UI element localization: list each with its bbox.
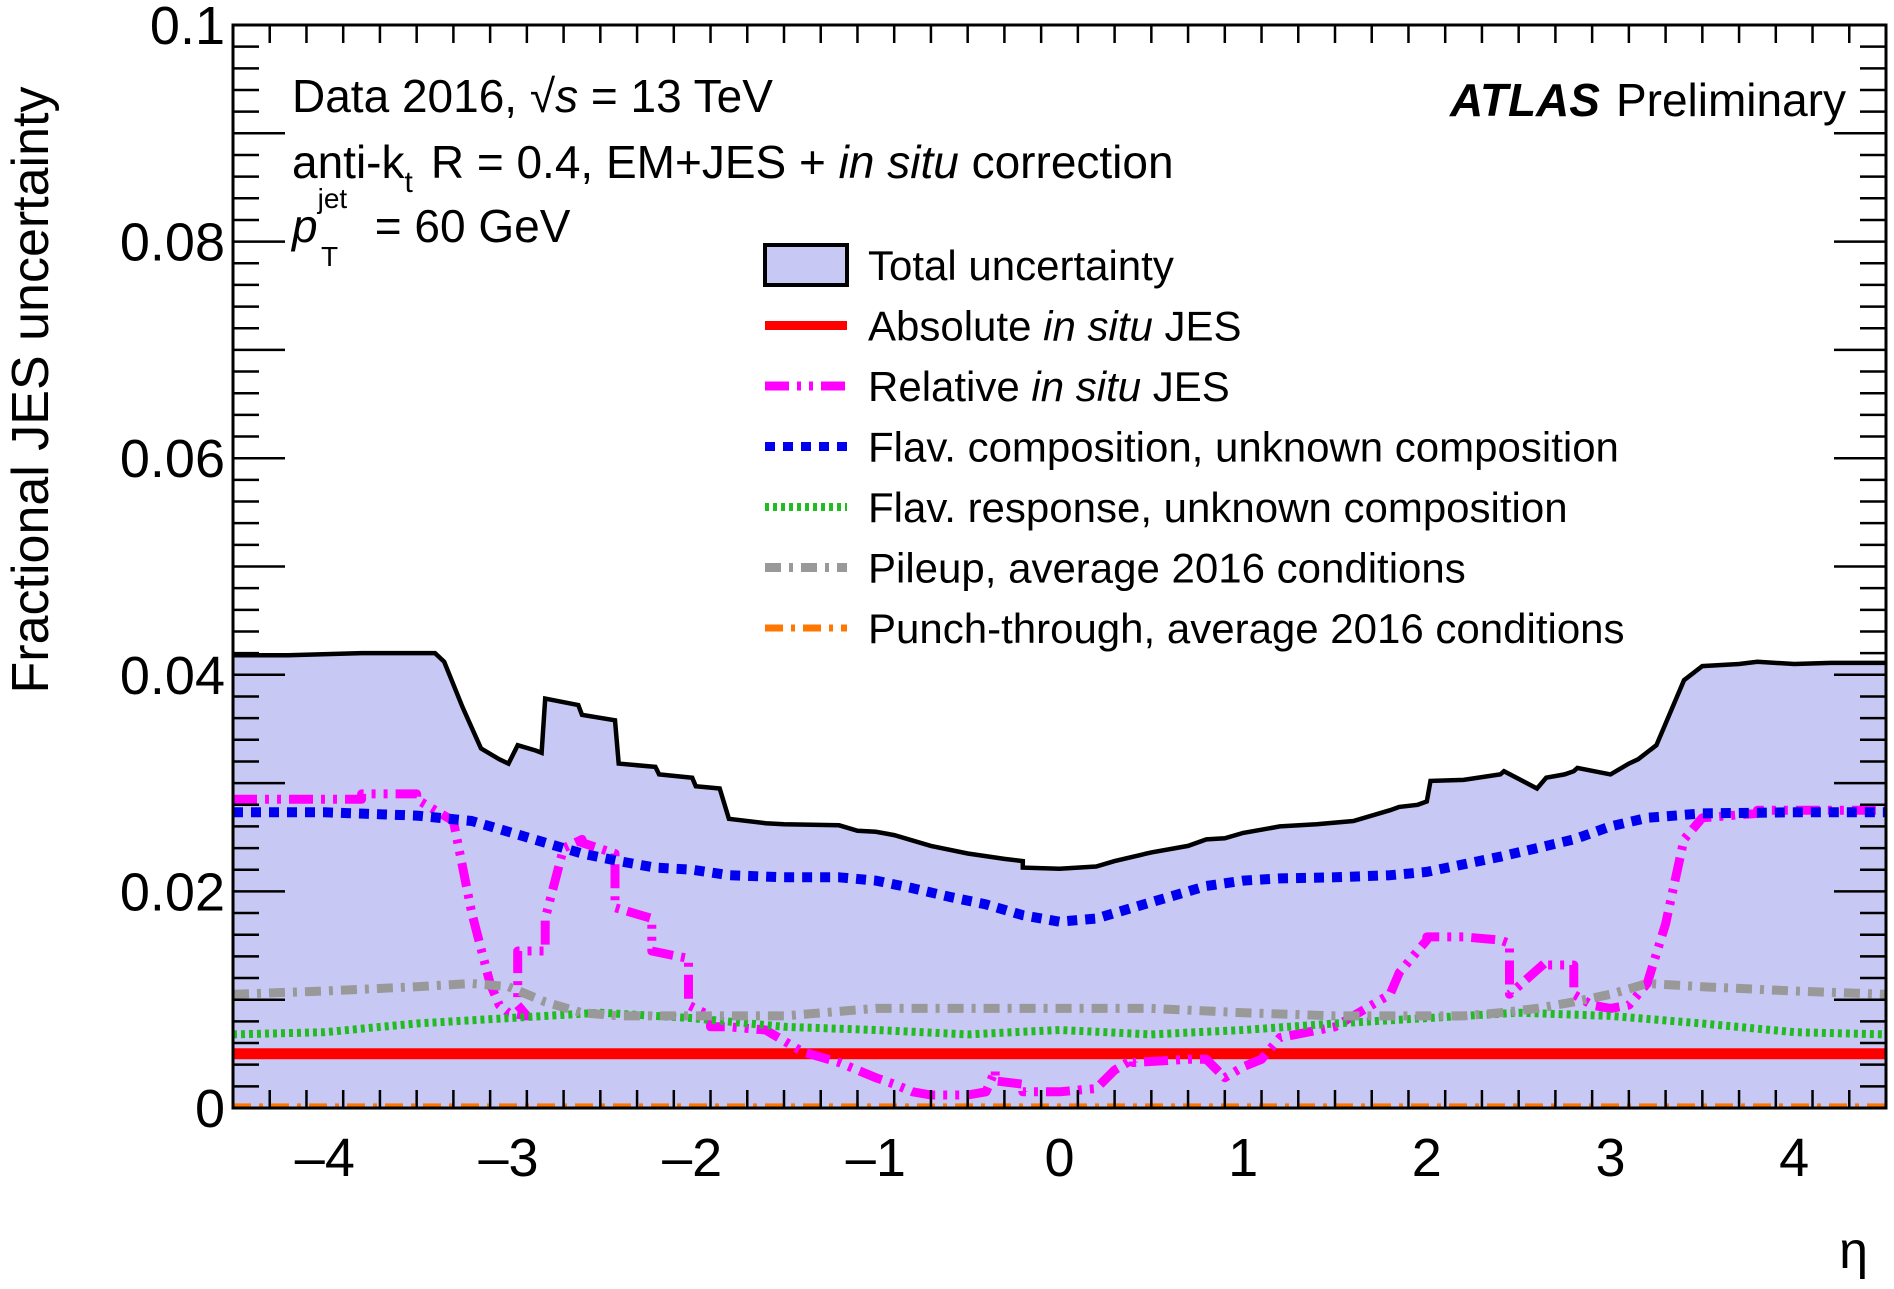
y-tick-label: 0.02 (120, 862, 225, 922)
legend-label-part: in situ (1043, 303, 1153, 350)
axis-labels: Fractional JES uncertainty η –4 –3 –2 –1 0 1 2… (2, 0, 1868, 1280)
legend-label-part: JES (1153, 303, 1242, 350)
data-label: Data 2016, √s = 13 TeV (292, 70, 773, 122)
series-line-total (233, 650, 1886, 871)
legend-label: Relative in situ JES (868, 363, 1230, 410)
x-tick-label: –1 (846, 1128, 906, 1188)
jet-r: R = 0.4, EM+JES + (431, 136, 839, 188)
preliminary-word: Preliminary (1616, 74, 1846, 126)
legend-label-part: Pileup, average 2016 conditions (868, 545, 1466, 592)
legend-label: Flav. response, unknown composition (868, 484, 1568, 531)
x-tick-label: 2 (1412, 1128, 1442, 1188)
y-tick-label: 0.04 (120, 646, 225, 706)
jet-sub: t (404, 166, 413, 199)
x-tick-label: 3 (1595, 1128, 1625, 1188)
series-line-2 (233, 789, 1886, 1100)
axes-frame (231, 23, 1888, 1110)
series-fill-total (233, 653, 1886, 1108)
legend-label: Total uncertainty (868, 242, 1174, 289)
legend-label: Flav. composition, unknown composition (868, 424, 1619, 471)
series-line-5 (233, 979, 1886, 1021)
legend-swatch-total (763, 243, 849, 287)
y-tick-label: 0.06 (120, 429, 225, 489)
x-axis-title: η (1839, 1222, 1868, 1280)
jet-algorithm-label: anti-kt R = 0.4, EM+JES + in situ correct… (292, 136, 1174, 199)
sqrt-s: √s (530, 70, 578, 122)
x-tick-label: 1 (1228, 1128, 1258, 1188)
legend-label-part: Total uncertainty (868, 242, 1174, 289)
info-annotations: Data 2016, √s = 13 TeV ATLAS Preliminary … (290, 70, 1846, 272)
x-tick-label: –4 (295, 1128, 355, 1188)
legend-label-part: JES (1141, 363, 1230, 410)
energy: = 13 TeV (578, 70, 773, 122)
jet-prefix: anti-k (292, 136, 405, 188)
pt-label: pjet T = 60 GeV (290, 183, 571, 272)
plot-area (233, 650, 1886, 1108)
pt-value: = 60 GeV (362, 200, 571, 252)
atlas-label: ATLAS Preliminary (1449, 74, 1846, 126)
legend-label: Absolute in situ JES (868, 303, 1242, 350)
y-tick-label: 0.08 (120, 213, 225, 273)
legend-label: Punch-through, average 2016 conditions (868, 605, 1625, 652)
legend-label-part: Flav. response, unknown composition (868, 484, 1568, 531)
atlas-name: ATLAS (1449, 74, 1600, 126)
series-line-4 (233, 1008, 1886, 1039)
jet-suffix: correction (959, 136, 1174, 188)
x-tick-label: 0 (1044, 1128, 1074, 1188)
legend-label-part: Flav. composition, unknown composition (868, 424, 1619, 471)
y-axis-title: Fractional JES uncertainty (2, 87, 60, 694)
y-tick-label: 0 (195, 1079, 225, 1139)
legend-label-part: Relative (868, 363, 1031, 410)
data-prefix: Data 2016, (292, 70, 530, 122)
series-line-3 (233, 807, 1886, 927)
y-tick-label: 0.1 (150, 0, 225, 56)
legend-label-part: Absolute (868, 303, 1043, 350)
legend-label-part: Punch-through, average 2016 conditions (868, 605, 1625, 652)
pt-sub: T (321, 241, 338, 272)
x-tick-label: 4 (1779, 1128, 1809, 1188)
pt-sym: p (290, 200, 318, 252)
pt-sup: jet (317, 183, 348, 214)
legend-label: Pileup, average 2016 conditions (868, 545, 1466, 592)
x-tick-label: –2 (662, 1128, 722, 1188)
legend-label-part: in situ (1031, 363, 1141, 410)
jet-insitu: in situ (839, 136, 959, 188)
x-tick-label: –3 (478, 1128, 538, 1188)
